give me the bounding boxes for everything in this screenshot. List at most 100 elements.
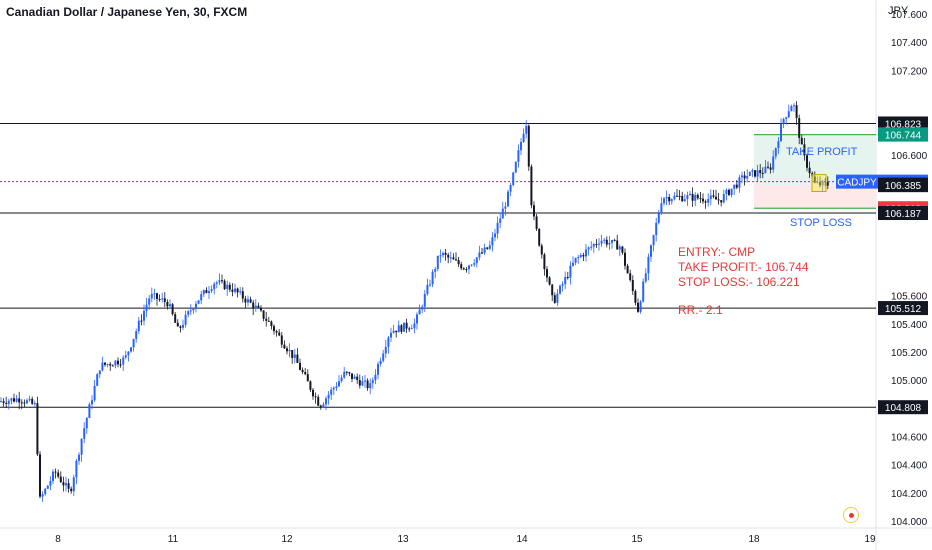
- candle-body: [600, 240, 603, 244]
- candle-body: [603, 239, 606, 241]
- y-tick-label: 107.200: [891, 66, 928, 77]
- candle-body: [65, 483, 67, 486]
- candle-body: [637, 302, 639, 312]
- candle-body: [696, 194, 699, 199]
- candle-body: [10, 398, 13, 401]
- candle-body: [325, 398, 327, 405]
- candle-body: [678, 195, 681, 197]
- candle-body: [44, 488, 47, 495]
- candle-body: [75, 460, 78, 478]
- candle-body: [681, 196, 684, 202]
- candle-body: [390, 332, 392, 338]
- y-tick-label: 105.600: [891, 292, 928, 303]
- candle-body: [408, 328, 411, 330]
- candle-body: [488, 245, 491, 249]
- candle-body: [306, 374, 309, 382]
- candle-body: [72, 477, 75, 492]
- candle-body: [403, 322, 405, 332]
- price-label-box: [878, 301, 928, 316]
- candle-body: [132, 338, 135, 348]
- candle-body: [418, 309, 421, 315]
- candle-body: [174, 314, 177, 323]
- y-tick-label: 105.000: [891, 376, 928, 387]
- candle-body: [543, 254, 546, 270]
- candle-body: [759, 170, 762, 173]
- candle-body: [156, 293, 158, 299]
- candle-body: [486, 247, 489, 249]
- candle-body: [254, 305, 257, 309]
- candle-body: [119, 364, 122, 366]
- candle-body: [226, 284, 229, 290]
- candle-body: [0, 401, 2, 403]
- candle-body: [366, 380, 369, 389]
- candle-body: [278, 332, 281, 336]
- candle-body: [2, 401, 5, 403]
- candle-body: [475, 257, 478, 264]
- candle-body: [286, 348, 288, 352]
- candle-body: [491, 237, 494, 246]
- candle-body: [709, 195, 712, 200]
- candle-body: [62, 482, 65, 486]
- candle-body: [595, 244, 598, 246]
- candle-body: [423, 294, 426, 307]
- alert-icon[interactable]: [843, 507, 859, 523]
- candle-body: [782, 118, 785, 124]
- candle-body: [564, 277, 567, 285]
- entry-marker-box: [811, 174, 827, 192]
- candle-body: [78, 454, 80, 461]
- y-tick-label: 104.400: [891, 461, 928, 472]
- candle-body: [299, 362, 301, 370]
- candle-body: [624, 252, 626, 266]
- candle-body: [416, 314, 418, 324]
- candle-body: [527, 125, 530, 167]
- x-tick-label: 12: [281, 534, 293, 545]
- candle-body: [392, 330, 395, 333]
- candle-body: [327, 394, 330, 399]
- candle-body: [127, 351, 130, 356]
- price-label-box: [878, 400, 928, 415]
- candle-body: [379, 360, 382, 364]
- candle-body: [473, 263, 476, 265]
- candle-body: [481, 252, 483, 254]
- candle-body: [533, 205, 535, 217]
- candle-body: [683, 199, 686, 202]
- x-tick-label: 14: [516, 534, 528, 545]
- candle-body: [821, 181, 824, 186]
- candle-body: [470, 264, 473, 266]
- candle-body: [761, 172, 764, 174]
- candle-body: [728, 189, 730, 195]
- candle-body: [561, 284, 564, 286]
- currency-label: JPY: [888, 5, 909, 17]
- candle-body: [319, 405, 322, 408]
- candle-body: [806, 155, 808, 168]
- candle-body: [143, 310, 145, 321]
- candle-body: [150, 293, 153, 299]
- candle-body: [431, 271, 434, 285]
- candle-body: [135, 331, 138, 339]
- candle-body: [195, 303, 197, 309]
- candle-body: [166, 301, 169, 307]
- candle-body: [582, 254, 585, 257]
- candle-body: [769, 167, 772, 170]
- candle-body: [377, 363, 379, 375]
- candle-body: [215, 282, 218, 284]
- price-label-box: [878, 178, 928, 193]
- candle-body: [148, 298, 151, 305]
- candle-body: [577, 257, 580, 259]
- candle-body: [36, 403, 39, 455]
- candle-body: [434, 269, 437, 272]
- candle-body: [733, 184, 736, 189]
- candle-body: [795, 105, 798, 119]
- candle-body: [725, 189, 728, 195]
- candle-body: [410, 328, 413, 330]
- candle-body: [738, 177, 741, 188]
- candle-body: [239, 291, 242, 293]
- candle-body: [517, 150, 520, 163]
- candle-body: [691, 193, 694, 201]
- candle-body: [189, 310, 192, 312]
- candle-body: [704, 201, 707, 203]
- candle-body: [314, 396, 317, 398]
- candle-body: [689, 193, 691, 196]
- candle-body: [439, 255, 442, 257]
